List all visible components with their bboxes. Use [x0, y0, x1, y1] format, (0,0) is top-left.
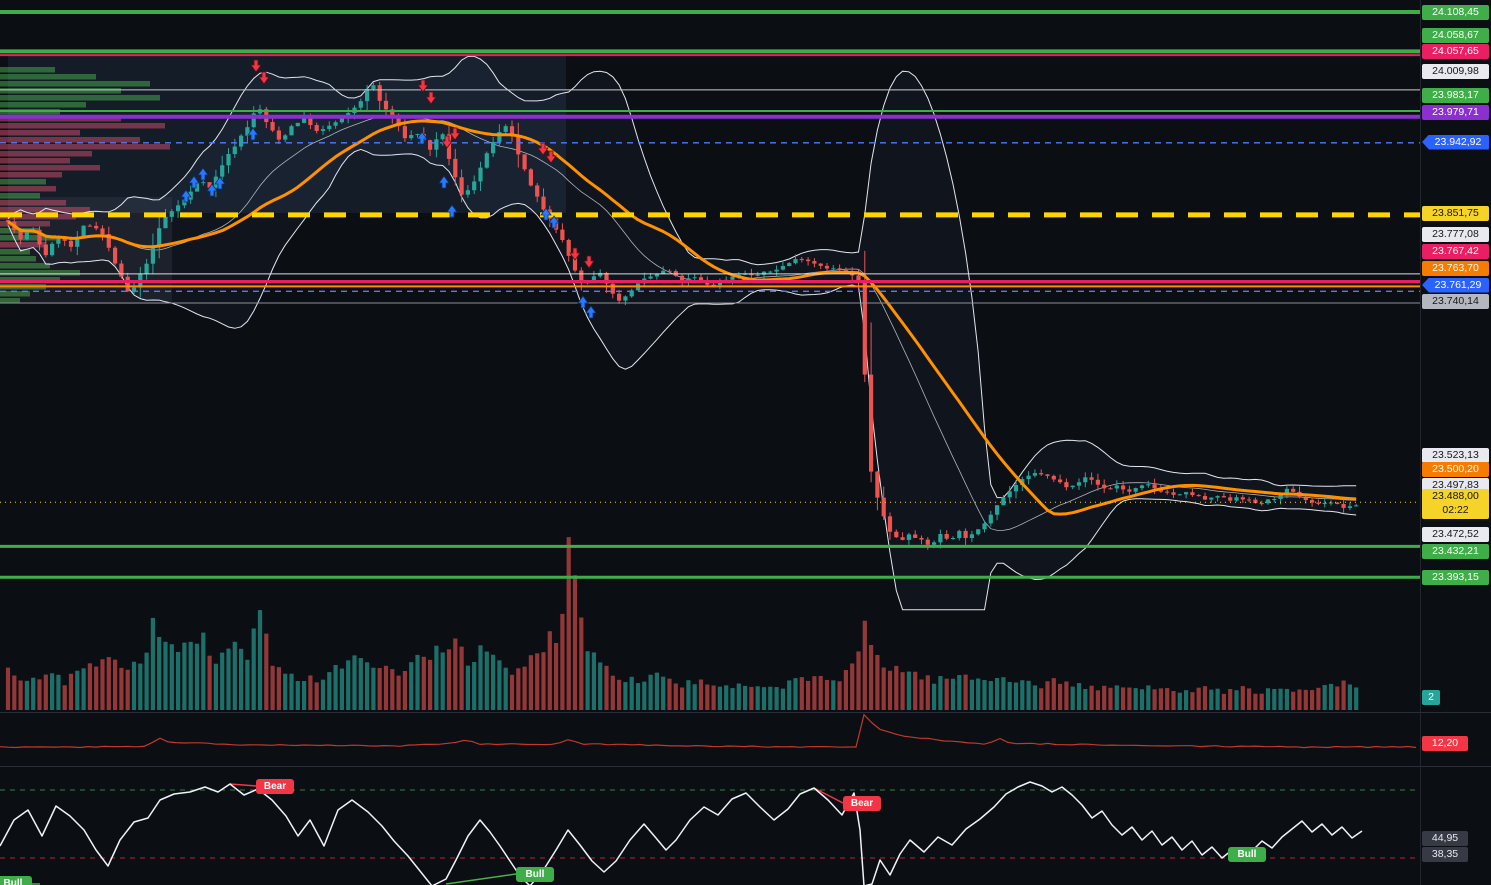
axis-label[interactable]: 24.108,45 [1422, 4, 1489, 20]
axis-label[interactable]: 23.983,17 [1422, 87, 1489, 103]
axis-label[interactable]: 24.057,65 [1422, 43, 1489, 59]
axis-label[interactable]: 24.058,67 [1422, 27, 1489, 43]
buy-arrow-icon [214, 176, 226, 190]
axis-label[interactable]: 23.497,83 [1422, 477, 1489, 493]
bear-badge[interactable]: Bear [843, 796, 881, 811]
buy-arrow-icon [540, 207, 552, 221]
sell-arrow-icon [425, 91, 437, 105]
axis-label[interactable]: 23.851,75 [1422, 205, 1489, 221]
sell-arrow-icon [417, 79, 429, 93]
axis-label[interactable]: 23.432,21 [1422, 543, 1489, 559]
signal-arrows [180, 59, 597, 319]
axis-label[interactable]: 23.777,08 [1422, 226, 1489, 242]
buy-arrow-icon [180, 189, 192, 203]
axis-label[interactable]: 23.523,13 [1422, 447, 1489, 463]
bull-badge[interactable]: Bull [1228, 847, 1266, 862]
axis-label[interactable]: 23.500,20 [1422, 461, 1489, 477]
sell-arrow-icon [250, 59, 262, 73]
indicator-line-pane [0, 713, 1417, 749]
axis-label[interactable]: 2 [1422, 689, 1440, 705]
axis-label[interactable]: 12,20 [1422, 735, 1468, 751]
axis-label[interactable]: 38,35 [1422, 846, 1468, 862]
axis-label[interactable]: 23.472,52 [1422, 526, 1489, 542]
axis-label[interactable]: 23.767,42 [1422, 243, 1489, 259]
buy-arrow-icon [548, 215, 560, 229]
axis-label[interactable]: 23.763,70 [1422, 260, 1489, 276]
volume-bars [5, 537, 1359, 710]
axis-label[interactable]: 23.979,71 [1422, 104, 1489, 120]
axis-label[interactable]: 23.393,15 [1422, 569, 1489, 585]
bull-badge[interactable]: Bull [0, 876, 32, 885]
price-level-lines [0, 10, 1421, 579]
buy-arrow-icon [585, 305, 597, 319]
pane-separator[interactable] [0, 766, 1491, 767]
sell-arrow-icon [258, 71, 270, 85]
sell-arrow-icon [545, 150, 557, 164]
buy-arrow-icon [438, 175, 450, 189]
buy-arrow-icon [188, 175, 200, 189]
moving-average-line [7, 119, 1357, 516]
sell-arrow-icon [441, 135, 453, 149]
price-axis[interactable]: 24.108,45 24.058,67 24.057,65 24.009,98 23.9… [1421, 0, 1491, 885]
buy-arrow-icon [206, 183, 218, 197]
sell-arrow-icon [583, 255, 595, 269]
sell-arrow-icon [449, 127, 461, 141]
buy-arrow-icon [577, 295, 589, 309]
axis-label[interactable]: 23.761,29 [1422, 277, 1489, 293]
buy-arrow-icon [247, 127, 259, 141]
buy-arrow-icon [446, 204, 458, 218]
buy-arrow-icon [416, 131, 428, 145]
bear-badge[interactable]: Bear [256, 779, 294, 794]
axis-separator [1420, 0, 1421, 885]
sell-arrow-icon [569, 247, 581, 261]
pane-separator[interactable] [0, 712, 1491, 713]
buy-arrow-icon [197, 167, 209, 181]
axis-label[interactable]: 23.942,92 [1422, 134, 1489, 150]
axis-label[interactable]: 23.740,14 [1422, 293, 1489, 309]
sell-arrow-icon [537, 142, 549, 156]
axis-label[interactable]: 24.009,98 [1422, 63, 1489, 79]
axis-label[interactable]: 23.488,00 02:22 [1422, 489, 1489, 519]
axis-label[interactable]: 44,95 [1422, 830, 1468, 846]
bull-badge[interactable]: Bull [516, 867, 554, 882]
